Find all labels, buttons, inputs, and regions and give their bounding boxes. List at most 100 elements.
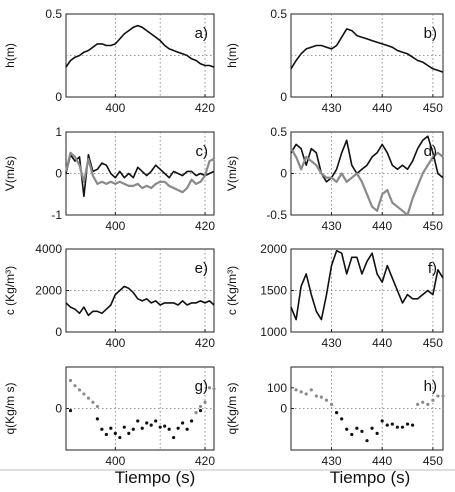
data-point-gray — [416, 402, 420, 406]
data-point-gray — [309, 388, 313, 392]
x-tick-label: 400 — [105, 336, 125, 350]
x-tick-label: 420 — [195, 101, 215, 115]
data-point-gray — [77, 388, 82, 392]
x-tick-label: 440 — [372, 101, 392, 115]
y-axis-label: V(m/s) — [3, 156, 17, 191]
data-point-black — [176, 426, 180, 430]
series-line-black — [290, 28, 444, 73]
y-tick-label: 0.5 — [270, 7, 287, 21]
x-tick-label: 450 — [423, 454, 443, 468]
data-point-gray — [314, 394, 318, 398]
data-point-gray — [299, 390, 303, 394]
y-tick-label: 100 — [267, 381, 287, 395]
x-axis-title-left: Tiempo (s) — [115, 468, 196, 487]
data-point-black — [145, 421, 149, 425]
data-point-black — [167, 427, 171, 431]
y-tick-label: 1000 — [260, 325, 287, 339]
panel-letter: d) — [424, 143, 437, 160]
plot-frame — [65, 248, 215, 333]
data-point-black — [118, 435, 122, 440]
x-tick-label: 420 — [195, 336, 215, 350]
y-tick-label: 0 — [55, 90, 62, 104]
data-point-black — [163, 424, 167, 428]
data-point-black — [122, 425, 126, 429]
data-point-black — [395, 425, 399, 429]
data-point-black — [68, 408, 73, 413]
series-line-gray — [64, 151, 215, 194]
x-tick-label: 400 — [105, 454, 125, 468]
data-point-gray — [324, 398, 329, 402]
data-point-black — [140, 426, 144, 430]
series-line-black — [290, 249, 444, 321]
data-point-black — [131, 427, 135, 431]
y-tick-label: 0 — [55, 167, 62, 181]
panel-e: 400 420 0 2000 4000 c (Kg/m³) e) — [3, 242, 215, 350]
panel-h: 430 440 450 0 100 q(Kg/m s) h) — [225, 366, 445, 468]
data-point-gray — [441, 394, 445, 398]
data-point-black — [340, 417, 344, 421]
data-point-black — [189, 419, 194, 423]
y-tick-label: 1 — [55, 125, 62, 139]
data-point-black — [365, 439, 369, 443]
data-point-gray — [68, 378, 73, 383]
y-tick-label: -1 — [51, 208, 62, 222]
y-tick-label: 2000 — [35, 284, 62, 298]
y-axis-label: h(m) — [225, 43, 239, 68]
data-point-gray — [203, 400, 207, 404]
panel-letter: e) — [195, 260, 208, 277]
x-tick-label: 430 — [322, 219, 342, 233]
x-tick-label: 450 — [423, 101, 443, 115]
data-point-black — [345, 427, 349, 431]
data-point-gray — [426, 402, 430, 406]
data-point-black — [350, 432, 354, 437]
y-axis-label: c (Kg/m³) — [225, 266, 239, 315]
data-point-gray — [86, 396, 91, 400]
data-point-black — [158, 425, 162, 429]
x-tick-label: 440 — [372, 336, 392, 350]
x-tick-label: 420 — [195, 219, 215, 233]
x-tick-label: 450 — [423, 219, 443, 233]
data-point-black — [181, 421, 185, 425]
x-tick-label: 430 — [322, 454, 342, 468]
data-point-black — [355, 426, 359, 430]
data-point-gray — [319, 395, 323, 399]
data-point-black — [385, 423, 389, 427]
data-point-black — [390, 422, 394, 426]
panel-f: 430 440 450 1000 1500 2000 c (Kg/m³) f) — [225, 242, 444, 350]
y-tick-label: 0 — [55, 325, 62, 339]
panel-letter: h) — [424, 378, 437, 395]
panel-letter: b) — [424, 25, 437, 42]
panel-letter: f) — [428, 260, 437, 277]
x-tick-label: 440 — [372, 219, 392, 233]
data-point-black — [149, 423, 153, 427]
data-point-black — [95, 417, 99, 421]
data-point-black — [375, 431, 379, 435]
data-point-black — [360, 429, 364, 433]
x-tick-label: 430 — [322, 336, 342, 350]
data-point-gray — [329, 402, 334, 406]
series-line-gray — [290, 148, 444, 217]
y-tick-label: 4000 — [35, 242, 62, 256]
y-axis-label: q(Kg/m s) — [3, 382, 17, 434]
data-point-black — [400, 425, 405, 429]
panel-letter: g) — [195, 378, 208, 395]
data-point-black — [411, 423, 415, 427]
x-tick-label: 430 — [322, 101, 342, 115]
x-tick-label: 400 — [105, 219, 125, 233]
data-point-gray — [207, 386, 212, 390]
data-point-black — [335, 411, 339, 415]
panel-a: 400 420 0 0.5 h(m) a) — [3, 7, 215, 115]
y-tick-label: 0 — [280, 167, 287, 181]
data-point-black — [405, 422, 410, 426]
y-tick-label: 0 — [55, 402, 62, 416]
panel-g: 400 420 0 q(Kg/m s) g) — [3, 366, 216, 468]
y-axis-label: c (Kg/m³) — [3, 266, 17, 315]
y-tick-label: 0.5 — [270, 125, 287, 139]
data-point-black — [185, 427, 189, 431]
data-point-black — [113, 431, 117, 435]
data-point-black — [104, 432, 108, 437]
data-point-gray — [73, 384, 77, 388]
data-point-gray — [212, 387, 216, 391]
x-tick-label: 420 — [195, 454, 215, 468]
panel-letter: c) — [196, 143, 209, 160]
